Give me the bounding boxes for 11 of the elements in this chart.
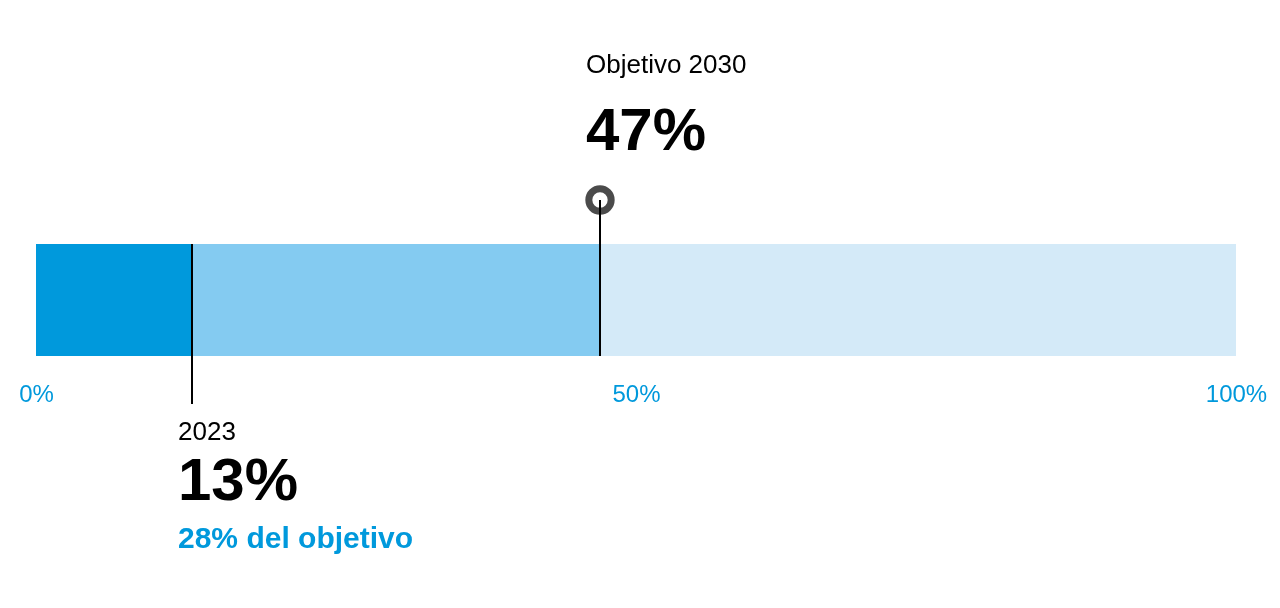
bar: [192, 244, 600, 356]
text: 2023: [178, 416, 236, 446]
x-tick-label: 50%: [612, 379, 661, 407]
x-tick-label: 0%: [19, 379, 54, 407]
x-tick-label: 100%: [1205, 379, 1268, 407]
text: 28% del objetivo: [178, 521, 414, 554]
text: 13%: [178, 446, 299, 513]
text: Objetivo 2030: [586, 49, 747, 79]
bar: [36, 244, 192, 356]
text: 47%: [586, 96, 707, 163]
bar: [600, 244, 1236, 356]
